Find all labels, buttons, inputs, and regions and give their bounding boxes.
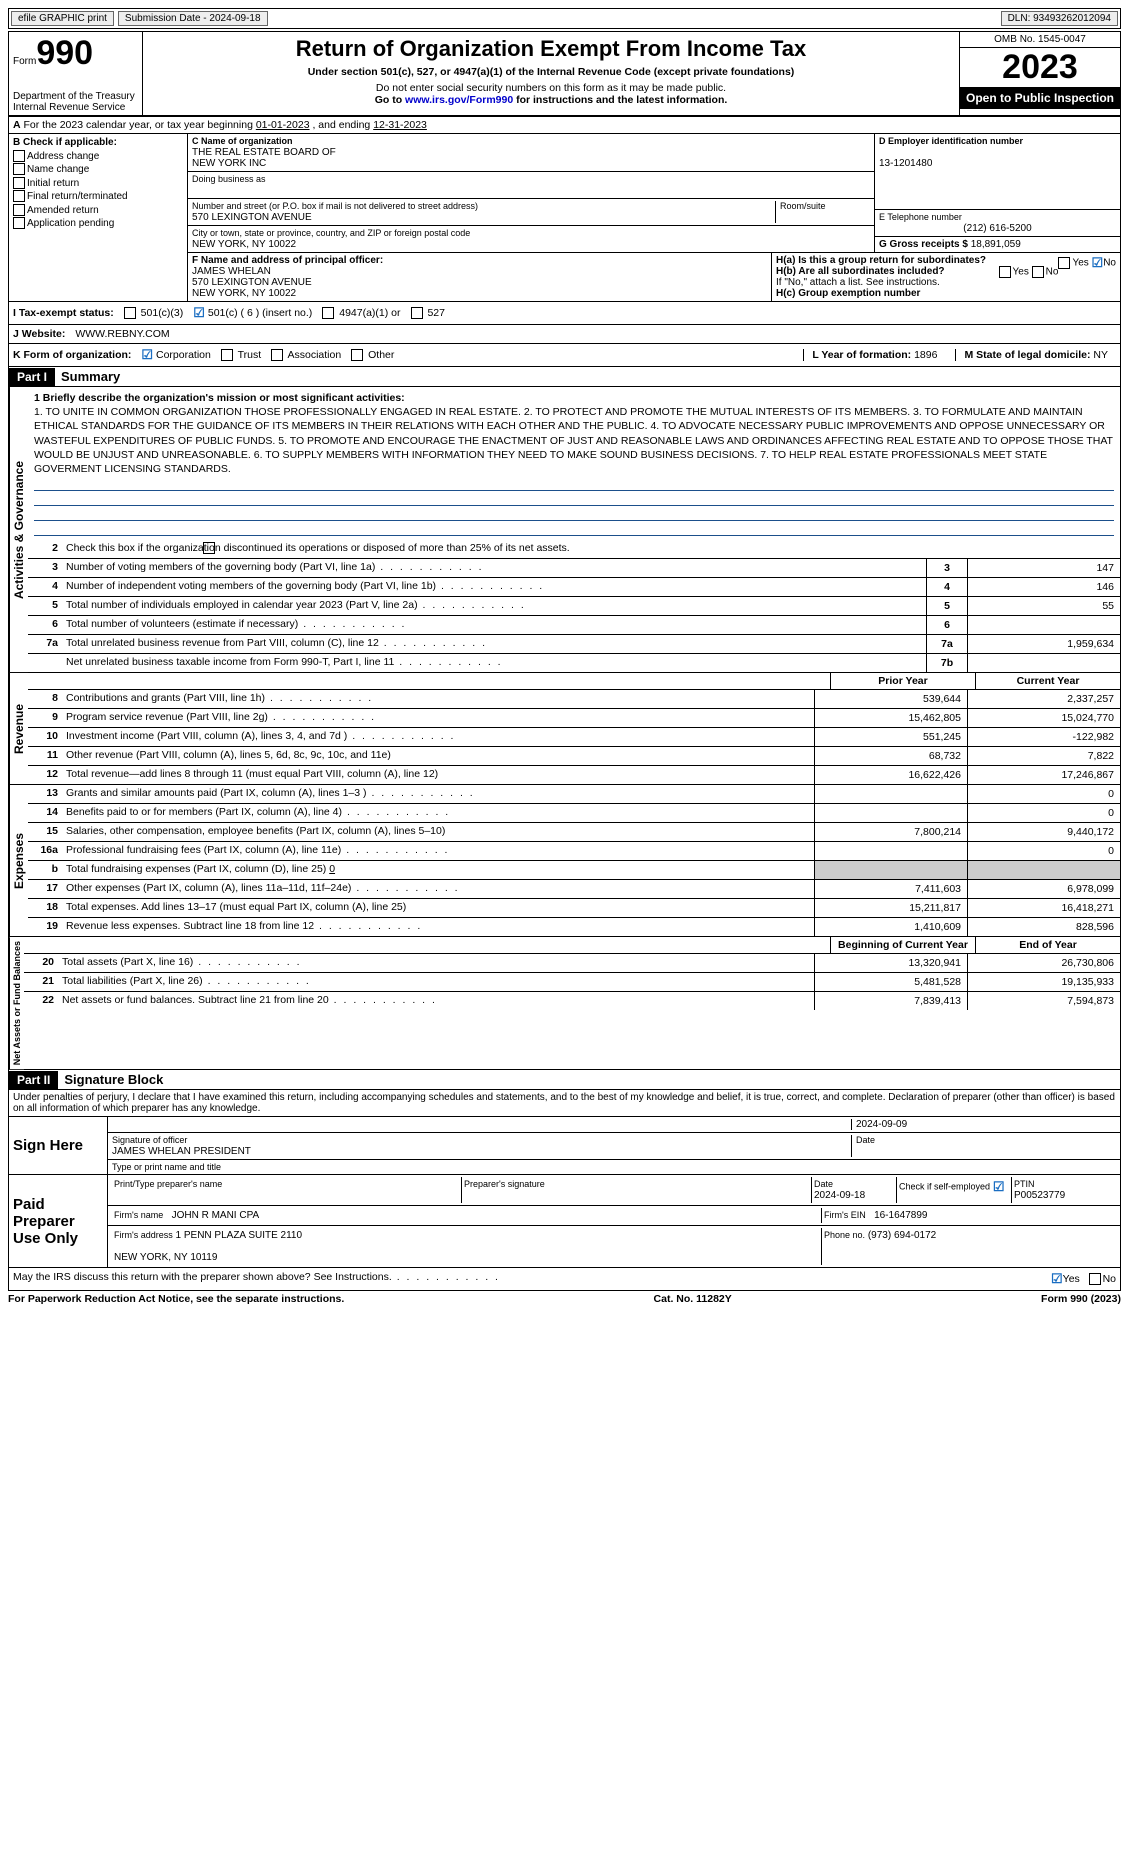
top-bar: efile GRAPHIC print Submission Date - 20… xyxy=(8,8,1121,29)
open-public: Open to Public Inspection xyxy=(960,87,1120,109)
year-formation: 1896 xyxy=(914,349,937,361)
submission-date: Submission Date - 2024-09-18 xyxy=(118,11,268,26)
v4: 146 xyxy=(967,578,1120,596)
org-street: 570 LEXINGTON AVENUE xyxy=(192,212,312,223)
v3: 147 xyxy=(967,559,1120,577)
cb-initial-return[interactable] xyxy=(13,177,25,189)
cb-discuss-no[interactable] xyxy=(1089,1273,1101,1285)
cb-hb-yes[interactable] xyxy=(999,266,1011,278)
cb-address-change[interactable] xyxy=(13,150,25,162)
row-i: I Tax-exempt status: 501(c)(3) ☑ 501(c) … xyxy=(8,302,1121,325)
cb-527[interactable] xyxy=(411,307,423,319)
row-j: J Website: WWW.REBNY.COM xyxy=(8,325,1121,344)
officer-sig: JAMES WHELAN PRESIDENT xyxy=(112,1146,251,1157)
phone: (212) 616-5200 xyxy=(879,223,1116,234)
part2-header: Part II Signature Block xyxy=(8,1070,1121,1090)
form-number: 990 xyxy=(36,34,93,72)
check-icon: ☑ xyxy=(1051,1271,1063,1286)
part1-header: Part I Summary xyxy=(8,367,1121,387)
cb-501c3[interactable] xyxy=(124,307,136,319)
mission-text: 1. TO UNITE IN COMMON ORGANIZATION THOSE… xyxy=(34,406,1113,475)
dept-treasury: Department of the Treasury Internal Reve… xyxy=(13,91,138,113)
page-footer: For Paperwork Reduction Act Notice, see … xyxy=(8,1291,1121,1307)
row-a: A For the 2023 calendar year, or tax yea… xyxy=(8,117,1121,134)
gross-receipts: 18,891,059 xyxy=(971,239,1021,250)
efile-badge: efile GRAPHIC print xyxy=(11,11,114,26)
net-assets-section: Net Assets or Fund Balances Beginning of… xyxy=(8,937,1121,1070)
declaration: Under penalties of perjury, I declare th… xyxy=(8,1090,1121,1117)
v7a: 1,959,634 xyxy=(967,635,1120,653)
check-icon: ☑ xyxy=(193,305,205,320)
activities-governance: Activities & Governance 1 Briefly descri… xyxy=(8,387,1121,673)
cb-trust[interactable] xyxy=(221,349,233,361)
cb-hb-no[interactable] xyxy=(1032,266,1044,278)
irs-link[interactable]: www.irs.gov/Form990 xyxy=(405,94,513,106)
row-k: K Form of organization: ☑ Corporation Tr… xyxy=(8,344,1121,367)
v6 xyxy=(967,616,1120,634)
discuss-row: May the IRS discuss this return with the… xyxy=(8,1268,1121,1291)
firm-name: JOHN R MANI CPA xyxy=(172,1210,260,1221)
ein: 13-1201480 xyxy=(879,158,932,169)
cb-final-return[interactable] xyxy=(13,190,25,202)
check-icon: ☑ xyxy=(993,1179,1005,1194)
org-city: NEW YORK, NY 10022 xyxy=(192,239,296,250)
signature-block: Sign Here 2024-09-09 Signature of office… xyxy=(8,1117,1121,1268)
dln: DLN: 93493262012094 xyxy=(1001,11,1118,26)
form-title: Return of Organization Exempt From Incom… xyxy=(151,36,951,62)
cb-amended[interactable] xyxy=(13,204,25,216)
check-icon: ☑ xyxy=(141,347,153,362)
expenses-section: Expenses 13Grants and similar amounts pa… xyxy=(8,785,1121,937)
firm-phone: (973) 694-0172 xyxy=(868,1230,936,1241)
cb-4947[interactable] xyxy=(322,307,334,319)
cb-discontinued[interactable] xyxy=(203,542,215,554)
entity-block: B Check if applicable: Address change Na… xyxy=(8,134,1121,302)
cb-name-change[interactable] xyxy=(13,163,25,175)
revenue-section: Revenue Prior YearCurrent Year 8Contribu… xyxy=(8,673,1121,785)
org-name: THE REAL ESTATE BOARD OF NEW YORK INC xyxy=(192,147,336,169)
omb: OMB No. 1545-0047 xyxy=(960,32,1120,48)
website: WWW.REBNY.COM xyxy=(75,328,169,340)
cb-other[interactable] xyxy=(351,349,363,361)
cb-app-pending[interactable] xyxy=(13,217,25,229)
domicile: NY xyxy=(1093,349,1108,361)
officer-name: JAMES WHELAN xyxy=(192,266,271,277)
cb-ha-yes[interactable] xyxy=(1058,257,1070,269)
v7b xyxy=(967,654,1120,672)
tax-year: 2023 xyxy=(960,48,1120,87)
cb-assoc[interactable] xyxy=(271,349,283,361)
box-b: B Check if applicable: Address change Na… xyxy=(9,134,188,301)
form-header: Form990 Department of the Treasury Inter… xyxy=(8,31,1121,117)
firm-ein: 16-1647899 xyxy=(874,1210,927,1221)
check-icon: ☑ xyxy=(1092,255,1104,270)
ptin: P00523779 xyxy=(1014,1190,1065,1201)
v5: 55 xyxy=(967,597,1120,615)
